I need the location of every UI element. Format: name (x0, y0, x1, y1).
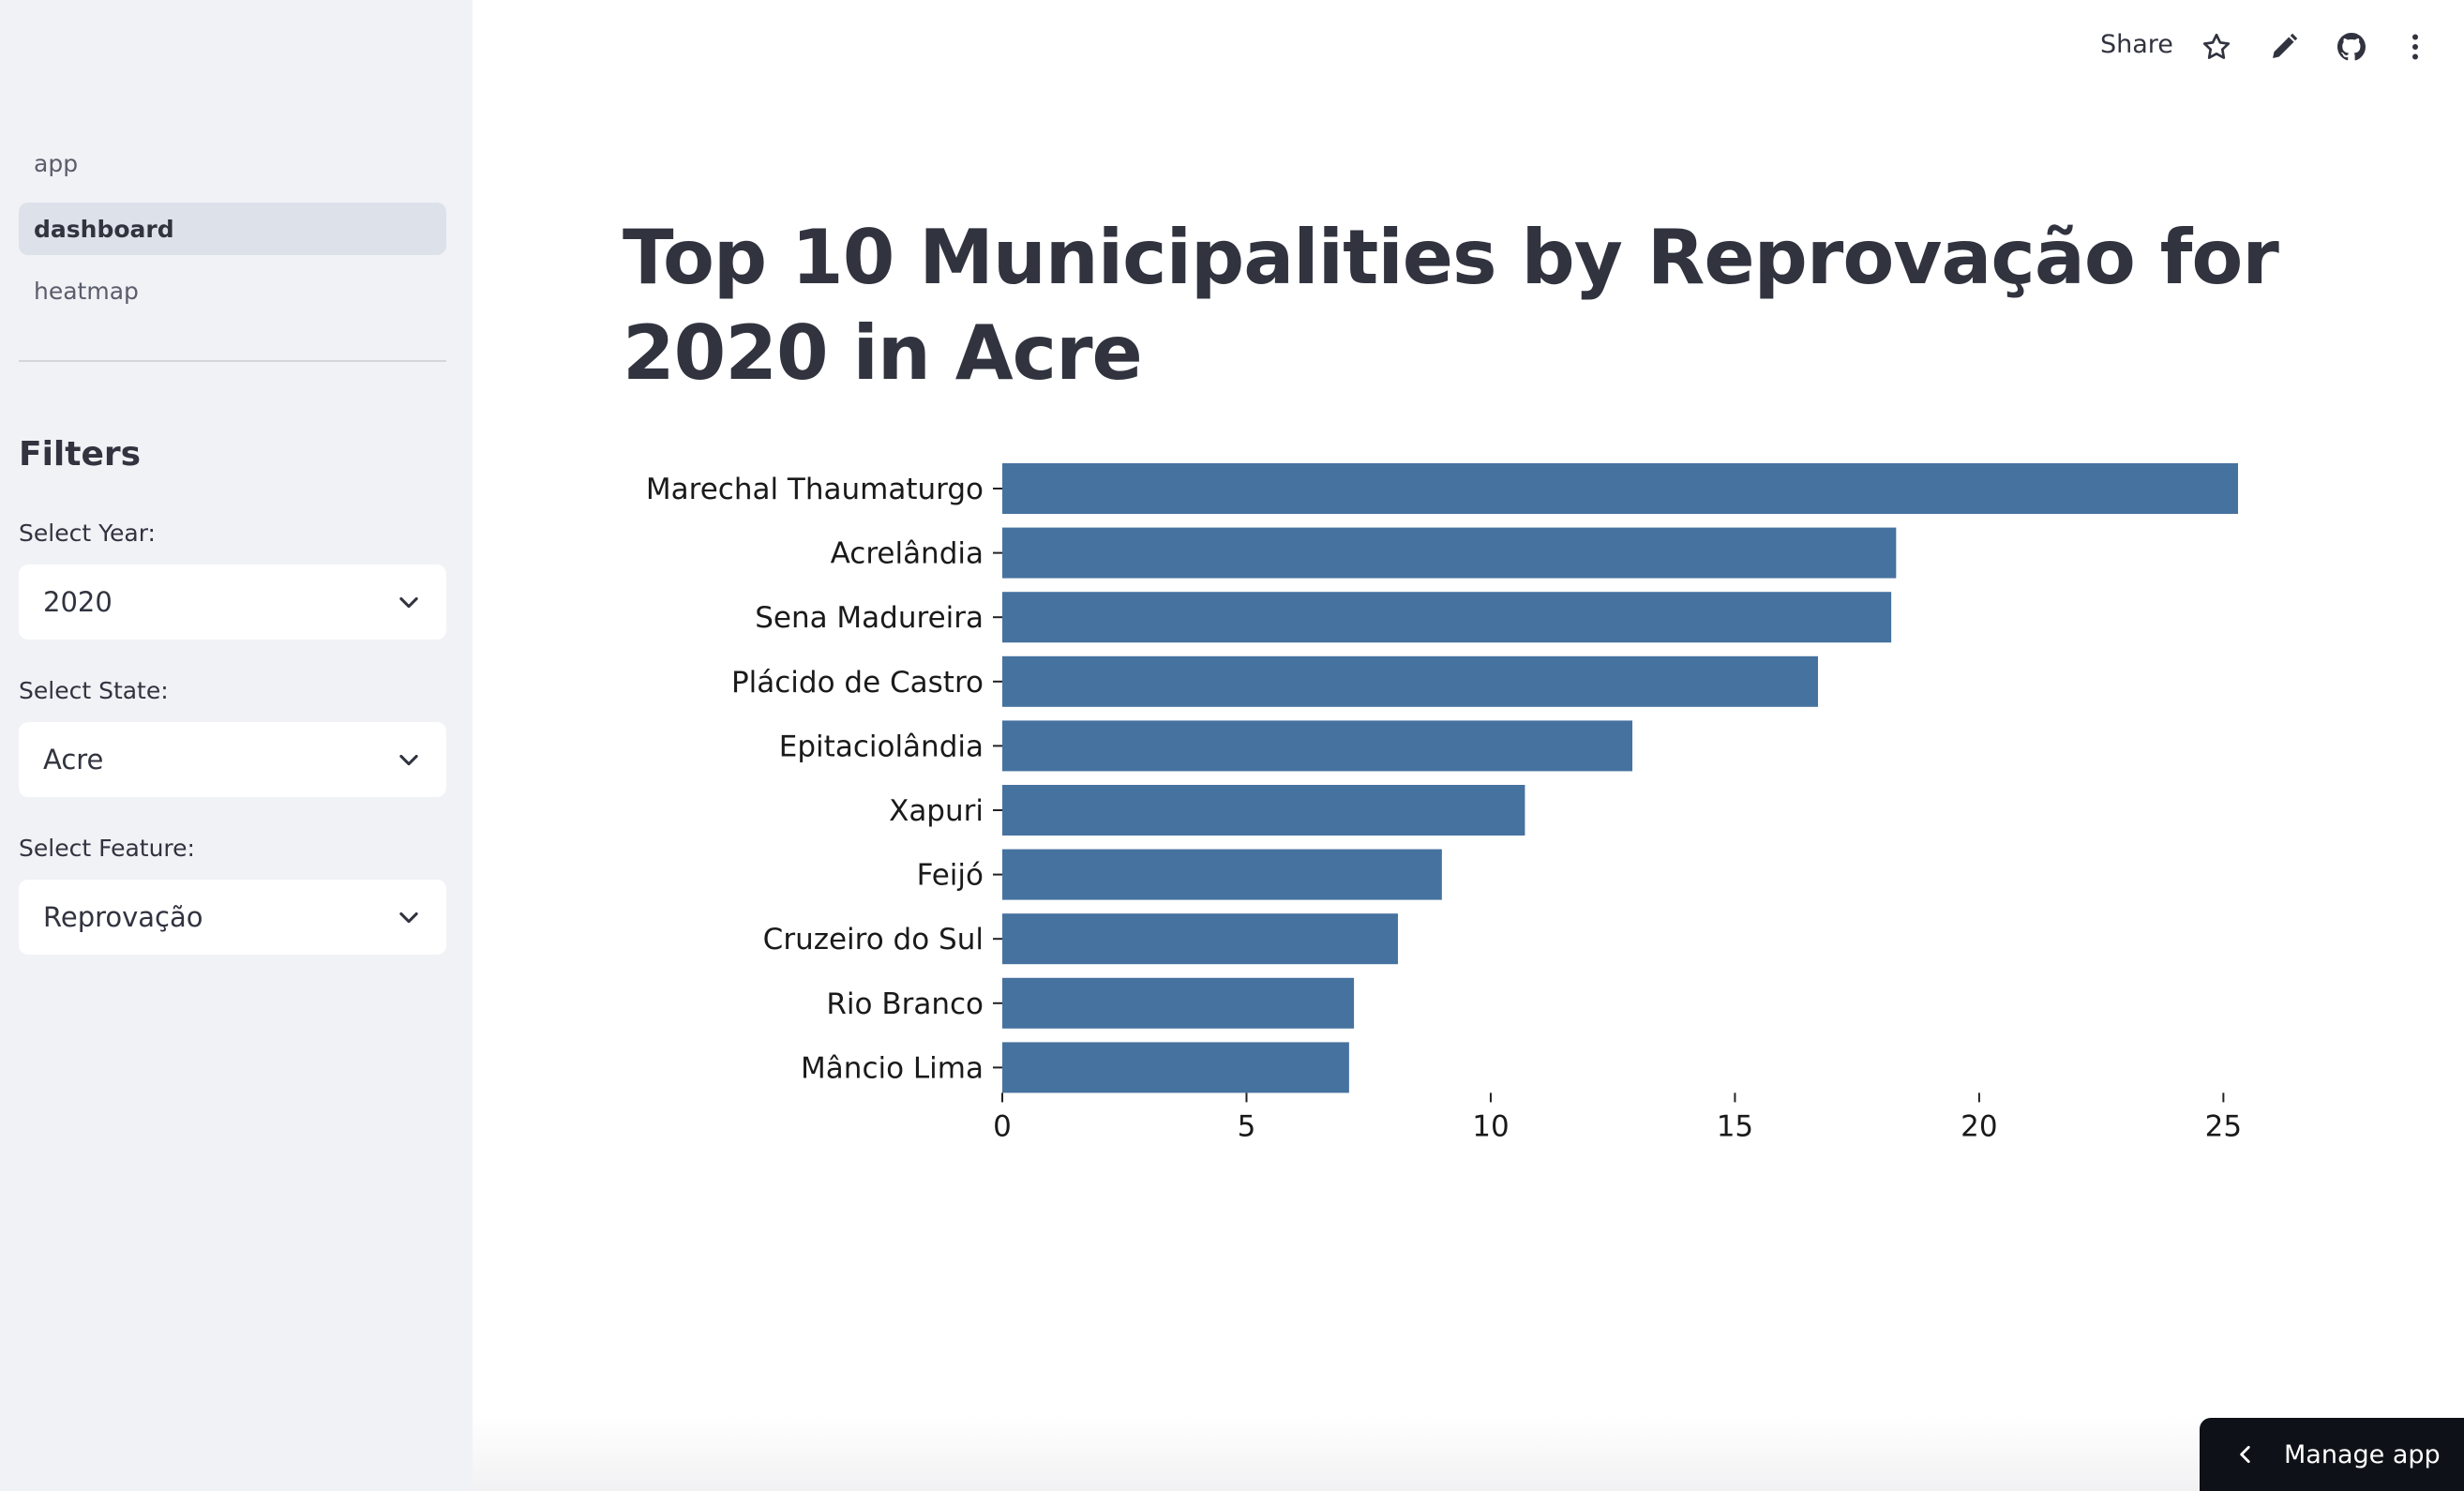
y-tick-label: Plácido de Castro (731, 666, 984, 700)
x-tick-label: 25 (2205, 1109, 2242, 1143)
chevron-down-icon (399, 911, 418, 924)
page-title: Top 10 Municipalities by Reprovação for … (623, 214, 2279, 397)
chevron-down-icon (399, 754, 418, 766)
more-vertical-icon[interactable] (2396, 28, 2434, 66)
bar-chart: Marechal Thaumaturgo Acrelândia Sena Madur… (646, 463, 2242, 1143)
bar (1002, 785, 1525, 836)
bar (1002, 655, 1818, 707)
bar (1002, 463, 2238, 514)
nav-item-dashboard[interactable]: dashboard (19, 203, 446, 255)
bar (1002, 913, 1398, 965)
y-tick-label: Epitaciolândia (779, 730, 984, 763)
manage-app-button[interactable]: Manage app (2200, 1418, 2464, 1491)
share-button[interactable]: Share (2100, 30, 2173, 59)
x-tick-label: 10 (1472, 1109, 1509, 1143)
bar (1002, 720, 1633, 772)
chevron-down-icon (399, 596, 418, 609)
feature-select-value: Reprovação (43, 901, 203, 933)
state-select-value: Acre (43, 744, 104, 776)
pencil-icon[interactable] (2265, 28, 2303, 66)
bar (1002, 849, 1442, 900)
nav-item-heatmap[interactable]: heatmap (19, 264, 446, 317)
nav-item-label: app (34, 149, 79, 177)
bar (1002, 1042, 1349, 1093)
y-tick-label: Acrelândia (831, 537, 984, 571)
y-tick-label: Feijó (917, 859, 984, 893)
x-tick-label: 15 (1717, 1109, 1753, 1143)
year-label: Select Year: (19, 520, 156, 547)
feature-select[interactable]: Reprovação (19, 880, 446, 955)
bar (1002, 592, 1892, 643)
filters-title: Filters (19, 435, 142, 474)
bar (1002, 527, 1897, 579)
x-tick-label: 0 (993, 1109, 1012, 1143)
y-tick-label: Xapuri (889, 794, 984, 828)
nav-item-label: heatmap (34, 277, 139, 305)
sidebar-divider (19, 360, 446, 362)
bar (1002, 977, 1355, 1029)
nav-item-label: dashboard (34, 215, 174, 243)
state-label: Select State: (19, 677, 169, 704)
star-icon[interactable] (2198, 28, 2235, 66)
chevron-left-icon (2240, 1446, 2250, 1463)
y-tick-label: Rio Branco (826, 987, 984, 1021)
x-tick-label: 20 (1961, 1109, 1997, 1143)
y-tick-label: Sena Madureira (755, 601, 984, 635)
y-tick-label: Mâncio Lima (801, 1051, 984, 1085)
state-select[interactable]: Acre (19, 722, 446, 797)
year-select[interactable]: 2020 (19, 565, 446, 640)
x-tick-label: 5 (1238, 1109, 1256, 1143)
manage-app-label: Manage app (2284, 1439, 2441, 1469)
bottom-fade (473, 1416, 2200, 1491)
nav-item-app[interactable]: app (19, 137, 446, 189)
github-icon[interactable] (2333, 28, 2370, 66)
y-tick-label: Cruzeiro do Sul (763, 923, 984, 956)
feature-label: Select Feature: (19, 835, 195, 862)
year-select-value: 2020 (43, 586, 113, 618)
sidebar: app dashboard heatmap Filters Select Yea… (0, 0, 473, 1491)
y-tick-label: Marechal Thaumaturgo (646, 473, 984, 506)
